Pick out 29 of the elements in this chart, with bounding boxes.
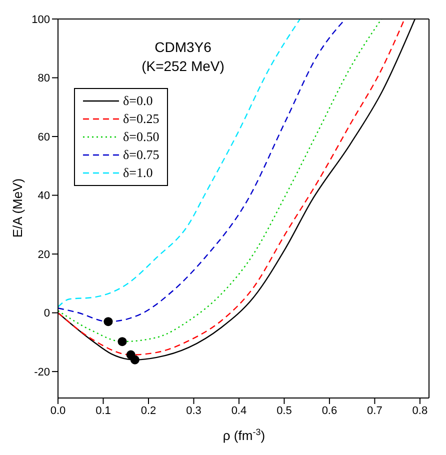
- y-tick-label: 60: [38, 131, 50, 144]
- x-axis-title: ρ (fm$^{-3}$): [222, 427, 266, 443]
- y-tick-label: 0: [44, 308, 50, 320]
- x-tick-label: 0.2: [140, 404, 156, 417]
- x-tick-label: 0.1: [96, 404, 111, 417]
- legend-label: δ=0.25: [123, 110, 160, 128]
- text: CDM3Y6: [154, 38, 212, 57]
- x-tick-label: 0.3: [186, 404, 202, 417]
- legend-label: δ=0.50: [123, 128, 160, 146]
- y-axis-title: E/A (MeV): [10, 178, 25, 238]
- point: [104, 317, 113, 326]
- x-tick-label: 0.5: [276, 404, 292, 417]
- text: (K=252 MeV): [142, 57, 224, 76]
- x-tick-label: 0.0: [50, 404, 66, 417]
- y-tick-label: 20: [38, 248, 50, 261]
- y-tick-label: -20: [34, 366, 50, 378]
- legend-label: δ=1.0: [123, 164, 153, 182]
- legend-label: δ=0.0: [123, 92, 153, 110]
- x-tick-label: 0.4: [231, 404, 247, 417]
- x-tick-label: 0.7: [367, 404, 382, 417]
- y-tick-label: 100: [32, 14, 50, 26]
- x-tick-label: 0.8: [412, 404, 428, 417]
- line-series: [58, 19, 301, 308]
- point: [126, 350, 136, 360]
- x-tick-label: 0.6: [322, 404, 338, 417]
- legend-label: δ=0.75: [123, 146, 160, 164]
- point: [118, 337, 127, 346]
- y-tick-label: 40: [38, 190, 50, 202]
- y-tick-label: 80: [38, 72, 50, 85]
